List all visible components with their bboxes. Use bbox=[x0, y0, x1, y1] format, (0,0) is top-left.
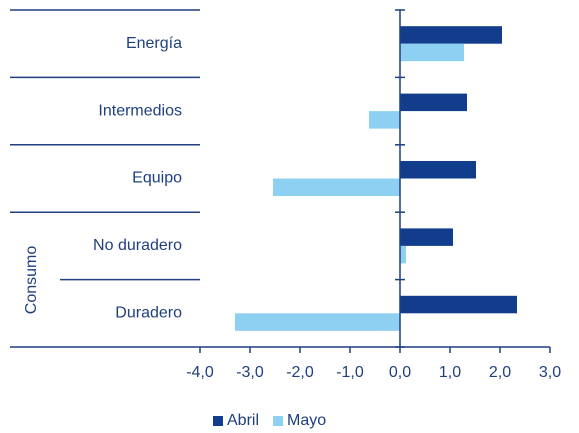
bar bbox=[400, 43, 464, 62]
legend-swatch bbox=[273, 416, 284, 426]
x-tick-label: 3,0 bbox=[539, 364, 561, 381]
y-tick-label: Equipo bbox=[132, 170, 182, 187]
bar bbox=[273, 178, 400, 196]
bar bbox=[400, 228, 453, 246]
legend-swatch bbox=[213, 416, 223, 426]
y-tick-label: Duradero bbox=[115, 305, 182, 322]
bar bbox=[400, 161, 476, 179]
x-tick-label: 0,0 bbox=[389, 364, 411, 381]
bar bbox=[400, 93, 467, 112]
y-tick-label: Energía bbox=[126, 35, 182, 52]
x-tick-label: -4,0 bbox=[186, 364, 214, 381]
y-tick-label: Intermedios bbox=[98, 102, 182, 119]
bar bbox=[235, 313, 400, 331]
x-tick-label: -1,0 bbox=[336, 364, 364, 381]
group-label: Consumo bbox=[23, 246, 40, 315]
legend-label: Abril bbox=[227, 412, 259, 429]
legend-label: Mayo bbox=[287, 412, 326, 429]
x-tick-label: 1,0 bbox=[439, 364, 461, 381]
y-tick-label: No duradero bbox=[93, 237, 182, 254]
bar bbox=[369, 111, 400, 129]
x-tick-label: -3,0 bbox=[236, 364, 264, 381]
bar bbox=[400, 26, 502, 44]
bar bbox=[400, 295, 517, 314]
bar bbox=[400, 245, 406, 264]
x-tick-label: -2,0 bbox=[286, 364, 314, 381]
x-tick-label: 2,0 bbox=[489, 364, 511, 381]
